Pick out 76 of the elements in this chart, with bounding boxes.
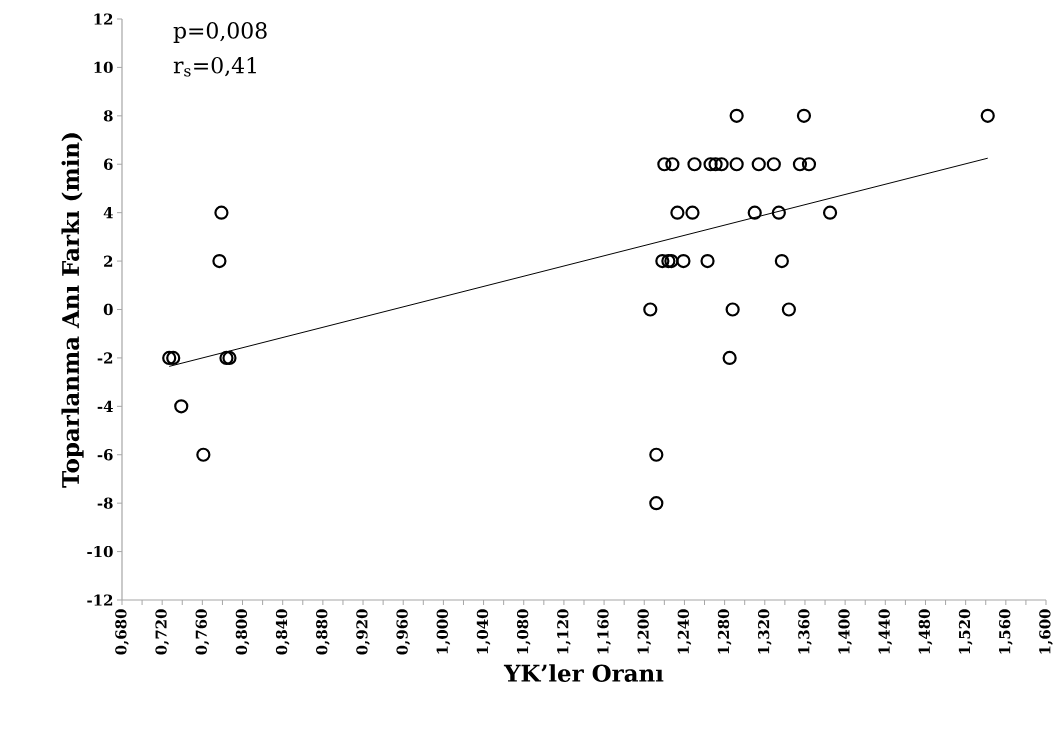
y-tick-label: 6	[104, 158, 113, 170]
x-tick-label: 1,200	[637, 609, 652, 654]
y-tick-label: 8	[103, 110, 113, 122]
point	[766, 157, 781, 172]
point	[725, 302, 740, 317]
point	[980, 108, 995, 123]
x-tick-label: 1,360	[798, 609, 812, 654]
y-tick-label: -2	[97, 352, 113, 364]
point	[771, 205, 786, 220]
annotation: r$_{s}$=0,41	[173, 56, 256, 77]
y-tick-label: -4	[97, 400, 113, 412]
point	[174, 399, 189, 414]
point	[665, 157, 680, 172]
x-tick-label: 0,840	[275, 609, 290, 655]
x-tick-label: 1,600	[1039, 609, 1053, 654]
x-tick-label: 0,800	[235, 609, 250, 655]
y-tick-label: 10	[94, 61, 113, 74]
x-tick-label: 0,960	[396, 609, 410, 655]
point	[703, 157, 718, 172]
x-tick-label: 1,280	[717, 609, 732, 654]
point	[657, 157, 672, 172]
y-tick-label: 4	[103, 207, 113, 219]
x-tick-label: 1,560	[999, 609, 1013, 654]
point	[781, 302, 796, 317]
point	[729, 108, 744, 123]
point	[196, 447, 211, 462]
point	[649, 447, 664, 462]
x-tick-label: 1,000	[436, 609, 451, 654]
point	[722, 350, 737, 366]
point	[747, 205, 762, 220]
point	[801, 157, 817, 172]
y-tick-label: 2	[104, 255, 113, 267]
point	[792, 157, 808, 172]
x-tick-label: 1,520	[958, 609, 973, 654]
x-tick-label: 1,120	[557, 609, 571, 654]
point	[649, 496, 664, 511]
x-tick-label: 1,160	[597, 609, 611, 654]
point	[670, 205, 685, 220]
x-tick-label: 0,920	[356, 609, 370, 655]
x-tick-label: 1,400	[838, 609, 852, 654]
point	[708, 157, 723, 172]
x-tick-label: 0,880	[316, 609, 330, 655]
y-axis-title: Toparlanma Anı Farkı (min)	[61, 133, 84, 488]
x-axis-title: YK’ler Oranı	[503, 664, 664, 682]
point	[774, 253, 789, 269]
y-tick-label: 0	[103, 303, 113, 316]
y-tick-label: -12	[87, 594, 113, 606]
point	[166, 350, 181, 366]
point	[214, 205, 229, 220]
point	[655, 253, 670, 269]
x-tick-label: 1,440	[878, 609, 893, 654]
point	[212, 253, 227, 269]
x-tick-label: 1,080	[516, 609, 531, 654]
y-tick-label: -8	[97, 497, 113, 509]
point	[700, 253, 715, 269]
x-tick-label: 0,720	[155, 609, 169, 655]
point	[162, 350, 177, 366]
point	[729, 157, 744, 172]
x-tick-label: 1,480	[918, 609, 933, 654]
point	[714, 157, 729, 172]
point	[676, 253, 691, 269]
point	[751, 157, 766, 172]
point	[685, 205, 700, 220]
x-tick-label: 1,040	[476, 609, 491, 654]
x-tick-label: 1,320	[758, 609, 772, 654]
annotation: p=0,008	[173, 22, 267, 43]
x-tick-label: 0,760	[195, 609, 210, 655]
y-tick-label: 12	[94, 13, 113, 25]
x-tick-label: 0,680	[115, 609, 129, 655]
point	[687, 157, 702, 172]
point	[643, 302, 658, 317]
y-tick-label: -10	[87, 545, 113, 558]
point	[822, 205, 838, 220]
y-tick-label: -6	[97, 449, 113, 461]
point	[796, 108, 812, 123]
x-tick-label: 1,240	[677, 609, 692, 654]
